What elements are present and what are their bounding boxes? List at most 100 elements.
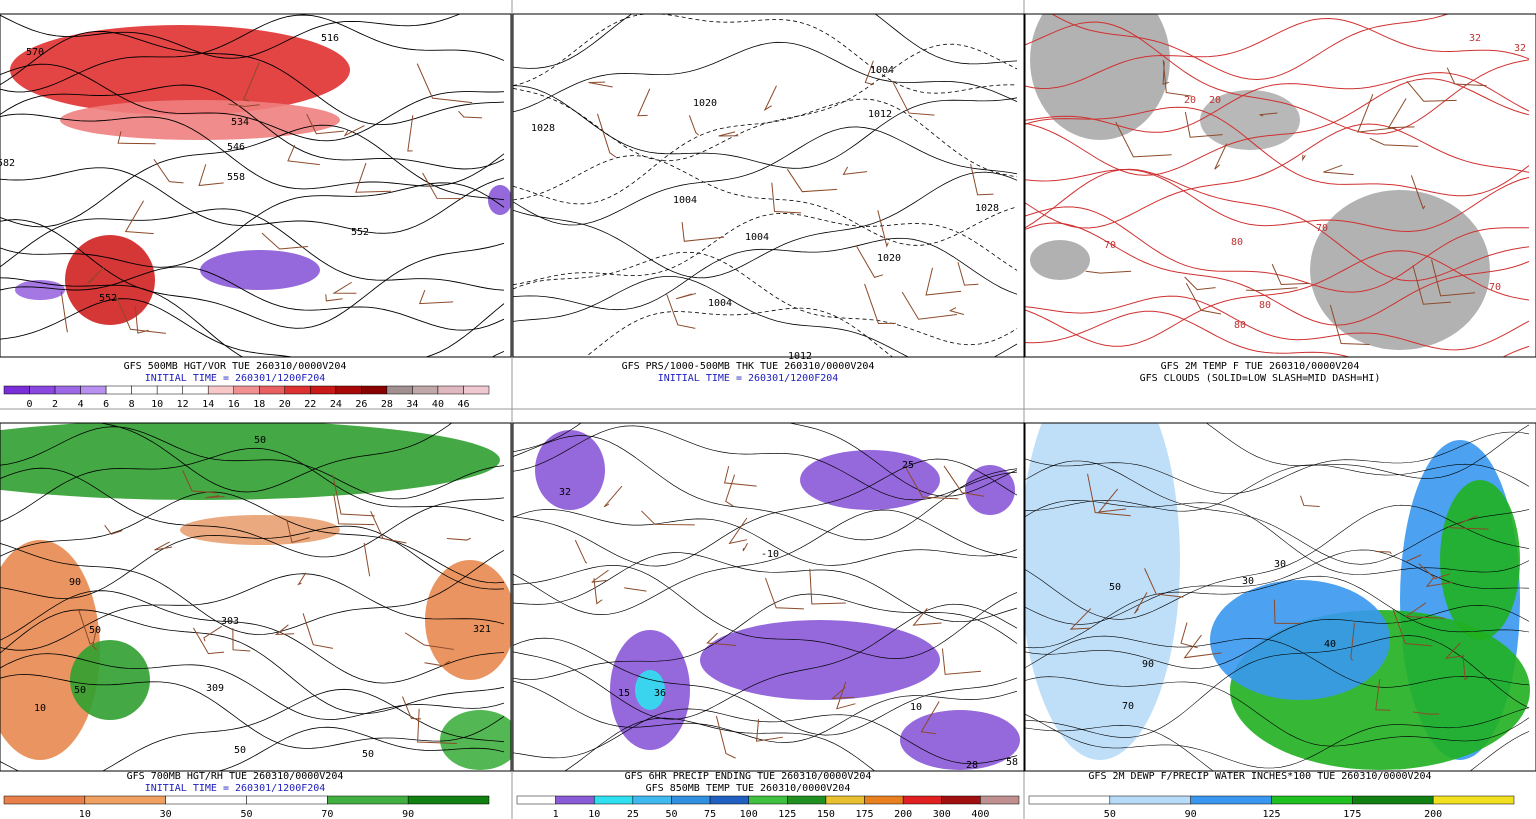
boundary bbox=[198, 164, 224, 187]
field-blob bbox=[535, 430, 605, 510]
colorbar-label: 6 bbox=[103, 399, 109, 410]
field-blob bbox=[65, 235, 155, 325]
colorbar-swatch bbox=[1432, 795, 1515, 805]
boundary bbox=[1302, 154, 1306, 162]
boundary bbox=[1446, 67, 1487, 87]
contour-label: 1020 bbox=[877, 253, 901, 264]
contour-label: 32 bbox=[559, 487, 571, 498]
colorbar-label: 12 bbox=[177, 399, 189, 410]
map bbox=[513, 423, 1020, 771]
boundary bbox=[725, 474, 736, 507]
colorbar-swatch bbox=[437, 385, 464, 395]
caption: GFS PRS/1000-500MB THK TUE 260310/0000V2… bbox=[622, 361, 875, 372]
colorbar-label: 18 bbox=[253, 399, 265, 410]
colorbar-swatch bbox=[1352, 795, 1434, 805]
colorbar-label: 46 bbox=[457, 399, 469, 410]
boundary bbox=[1462, 654, 1469, 681]
contour bbox=[513, 14, 1018, 94]
boundary bbox=[416, 63, 473, 104]
contour bbox=[513, 237, 1018, 311]
colorbar-swatch bbox=[361, 385, 388, 395]
colorbar-label: 20 bbox=[279, 399, 291, 410]
contour bbox=[513, 276, 1018, 357]
boundary bbox=[78, 610, 94, 645]
boundary bbox=[1412, 265, 1452, 305]
contour bbox=[1025, 635, 1530, 738]
boundary bbox=[842, 166, 868, 175]
caption: INITIAL TIME = 260301/1200F204 bbox=[145, 373, 326, 384]
colorbar-swatch bbox=[1271, 795, 1353, 805]
colorbar-label: 0 bbox=[27, 399, 33, 410]
boundary bbox=[681, 222, 725, 242]
boundary bbox=[205, 495, 225, 499]
boundary bbox=[970, 163, 994, 196]
contour bbox=[513, 552, 1018, 623]
contour bbox=[1025, 499, 1530, 575]
boundary bbox=[117, 131, 156, 145]
contour-label: 50 bbox=[362, 749, 374, 760]
contour-label: 30 bbox=[1242, 576, 1254, 587]
colorbar-swatch bbox=[1028, 795, 1111, 805]
boundary bbox=[333, 494, 375, 526]
boundary bbox=[1375, 679, 1391, 711]
colorbar-label: 2 bbox=[52, 399, 58, 410]
field-blob bbox=[1310, 190, 1490, 350]
contour-label: 1012 bbox=[788, 351, 812, 362]
field-blob bbox=[0, 540, 100, 760]
boundary bbox=[370, 511, 407, 544]
colorbar-swatch bbox=[386, 385, 413, 395]
contour bbox=[0, 590, 505, 684]
contour-label: 20 bbox=[1209, 95, 1221, 106]
colorbar-label: 14 bbox=[202, 399, 214, 410]
contour-label: 80 bbox=[1234, 320, 1246, 331]
boundary bbox=[404, 632, 455, 650]
boundary bbox=[666, 294, 696, 329]
boundary bbox=[593, 578, 603, 605]
boundary bbox=[417, 708, 457, 745]
colorbar-label: 10 bbox=[79, 809, 91, 819]
contour bbox=[513, 212, 1018, 286]
boundary bbox=[1329, 304, 1370, 345]
caption: GFS 6HR PRECIP ENDING TUE 260310/0000V20… bbox=[625, 771, 872, 782]
contour-label: 534 bbox=[231, 117, 249, 128]
boundary bbox=[114, 293, 166, 334]
map-frame bbox=[0, 422, 512, 772]
field-blob bbox=[1210, 580, 1390, 700]
colorbar-swatch bbox=[182, 385, 209, 395]
map-panel: 50 30 30 40 90 70 GFS 2M DEWP F/PRECIP WATER I… bbox=[1024, 422, 1536, 819]
boundary bbox=[1448, 526, 1489, 530]
contour-label: 10 bbox=[34, 703, 46, 714]
boundary bbox=[1387, 98, 1415, 129]
colorbar-label: 150 bbox=[817, 809, 835, 819]
colorbar-label: 1 bbox=[553, 809, 559, 819]
colorbar-label: 22 bbox=[304, 399, 316, 410]
boundary bbox=[836, 681, 856, 710]
contour bbox=[1025, 431, 1530, 495]
map bbox=[1025, 423, 1530, 771]
colorbar-label: 50 bbox=[240, 809, 252, 819]
boundary bbox=[1418, 563, 1451, 580]
contour-label: 50 bbox=[74, 685, 86, 696]
colorbar-label: 10 bbox=[151, 399, 163, 410]
contour bbox=[585, 307, 894, 357]
boundary bbox=[60, 291, 68, 333]
colorbar-label: 90 bbox=[402, 809, 414, 819]
boundary bbox=[1162, 60, 1192, 97]
contour bbox=[0, 609, 505, 715]
contour bbox=[0, 673, 505, 749]
colorbar-swatch bbox=[335, 385, 362, 395]
boundary bbox=[891, 80, 935, 116]
contour-label: 582 bbox=[0, 158, 15, 169]
caption: GFS 500MB HGT/VOR TUE 260310/0000V204 bbox=[124, 361, 347, 372]
colorbar-swatch bbox=[131, 385, 158, 395]
contour bbox=[0, 491, 505, 584]
contour bbox=[513, 423, 1018, 497]
boundary bbox=[1375, 550, 1392, 555]
contour-label: 90 bbox=[1142, 659, 1154, 670]
contour bbox=[1205, 423, 1530, 479]
boundary bbox=[901, 291, 958, 320]
contour-label: 32 bbox=[1514, 43, 1526, 54]
contour bbox=[513, 637, 1018, 736]
caption: GFS 850MB TEMP TUE 260310/0000V204 bbox=[646, 783, 851, 794]
map-frame bbox=[1024, 13, 1536, 358]
